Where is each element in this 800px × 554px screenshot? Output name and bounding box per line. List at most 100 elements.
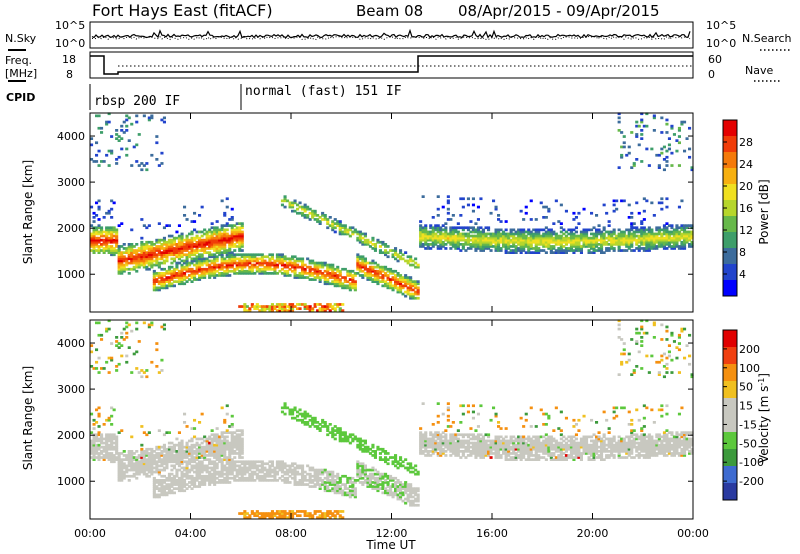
power-cell: [396, 272, 400, 275]
velocity-cell: [90, 450, 94, 453]
velocity-cell: [107, 454, 111, 457]
velocity-cell: [167, 450, 171, 453]
power-cell: [645, 238, 649, 242]
power-cell: [574, 249, 578, 252]
velocity-cell: [286, 479, 290, 482]
power-cell: [595, 234, 599, 238]
velocity-cell: [185, 452, 189, 455]
power-cell: [507, 238, 511, 242]
power-cell: [238, 228, 242, 232]
power-cell: [250, 303, 254, 306]
power-cell: [177, 269, 181, 273]
velocity-cell: [253, 514, 257, 517]
power-cell: [522, 236, 526, 240]
power-cell: [326, 278, 330, 281]
velocity-cell: [278, 464, 282, 468]
power-cell: [476, 238, 480, 242]
noise-left-tick-top: 10^5: [55, 19, 85, 32]
power-cell: [449, 228, 453, 232]
power-cell: [311, 209, 315, 213]
power-cell: [667, 224, 671, 227]
velocity-cell: [291, 516, 295, 519]
velocity-cell: [238, 472, 242, 476]
power-cell: [672, 232, 676, 236]
power-cell: [107, 149, 111, 153]
velocity-cell: [255, 466, 259, 470]
power-cell: [152, 282, 156, 286]
velocity-cell: [193, 458, 197, 461]
power-cell: [130, 255, 134, 259]
power-cell: [321, 309, 325, 312]
power-cell: [497, 247, 501, 250]
power-cell: [323, 216, 327, 219]
power-cell: [662, 168, 666, 172]
power-cell: [105, 247, 109, 250]
power-cell: [230, 243, 234, 246]
velocity-cell: [208, 441, 212, 445]
power-cell: [484, 234, 488, 238]
velocity-cell: [366, 468, 370, 472]
power-cell: [107, 247, 111, 250]
power-cell: [384, 251, 388, 254]
velocity-cell: [346, 479, 350, 482]
velocity-cell: [157, 483, 161, 486]
power-cell: [288, 203, 292, 207]
power-cell: [132, 245, 136, 248]
power-cell: [177, 257, 181, 261]
power-cell: [278, 259, 282, 263]
power-cell: [688, 232, 692, 236]
power-cell: [444, 234, 448, 238]
power-cell: [532, 228, 536, 232]
velocity-cell: [358, 472, 362, 476]
power-cell: [125, 267, 129, 271]
power-cell: [476, 247, 480, 250]
power-cell: [188, 269, 192, 273]
power-cell: [210, 226, 214, 230]
velocity-cell: [238, 437, 242, 441]
velocity-cell: [230, 447, 234, 451]
power-cell: [680, 245, 684, 248]
power-cell: [160, 118, 164, 122]
velocity-cell: [235, 479, 239, 482]
velocity-cell: [298, 418, 302, 422]
power-cell: [268, 261, 272, 265]
velocity-cell: [283, 404, 287, 408]
power-cell: [622, 238, 626, 242]
power-cell: [411, 280, 415, 283]
power-cell: [270, 257, 274, 261]
velocity-cell: [391, 483, 395, 486]
velocity-cell: [110, 414, 114, 418]
power-cell: [459, 214, 463, 217]
velocity-cell: [368, 483, 372, 486]
power-cell: [592, 226, 596, 230]
velocity-cell: [280, 514, 284, 517]
power-cell: [534, 230, 538, 234]
velocity-cell: [120, 344, 124, 347]
velocity-cell: [283, 470, 287, 474]
velocity-cell: [238, 452, 242, 455]
velocity-cell: [160, 358, 164, 362]
power-cell: [122, 247, 126, 250]
power-cell: [195, 230, 199, 234]
velocity-cell: [175, 474, 179, 478]
power-cell: [675, 149, 679, 153]
power-cell: [316, 261, 320, 265]
power-cell: [662, 245, 666, 248]
velocity-cell: [162, 462, 166, 466]
velocity-cell: [145, 454, 149, 457]
power-cell: [358, 263, 362, 267]
power-cell: [497, 228, 501, 232]
power-cell: [391, 276, 395, 279]
power-cell: [353, 280, 357, 283]
velocity-cell: [132, 352, 136, 356]
power-cell: [228, 234, 232, 238]
velocity-cell: [265, 472, 269, 476]
power-colorbar-label: Power [dB]: [757, 179, 771, 244]
velocity-cell: [142, 468, 146, 472]
velocity-cell: [220, 479, 224, 482]
velocity-cell: [190, 450, 194, 453]
power-cell: [441, 232, 445, 236]
velocity-cell: [107, 458, 111, 461]
power-cell: [680, 228, 684, 232]
